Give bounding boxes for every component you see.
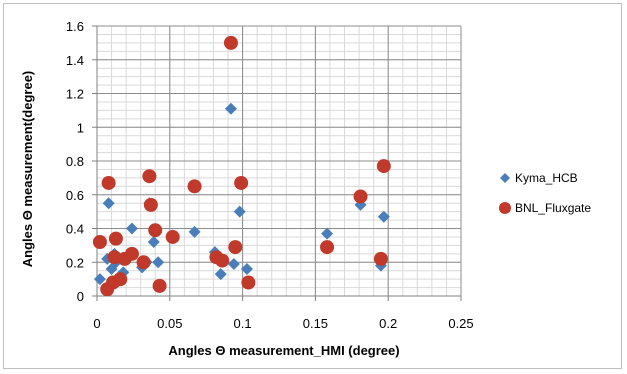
data-point-bnl-fluxgate: [136, 255, 151, 270]
data-point-kyma-hcb: [93, 273, 106, 286]
legend-marker-diamond-icon: [500, 173, 510, 183]
y-tick-label: 1.2: [66, 87, 84, 102]
data-point-bnl-fluxgate: [373, 251, 388, 266]
y-tick-label: 1: [77, 120, 84, 135]
legend-item-kyma: Kyma_HCB: [500, 171, 578, 185]
y-tick-label: 0.4: [66, 222, 84, 237]
data-point-bnl-fluxgate: [113, 272, 128, 287]
legend: Kyma_HCB BNL_Fluxgate: [499, 171, 591, 215]
data-point-bnl-fluxgate: [143, 197, 158, 212]
axis-layer: 0 0.2 0.4 0.6 0.8 1 1.2 1.4 1.6 0 0.05 0.1 0.15 0.2 0.…: [66, 19, 474, 331]
data-point-kyma-hcb: [214, 268, 227, 281]
data-point-bnl-fluxgate: [223, 35, 238, 50]
data-point-bnl-fluxgate: [124, 246, 139, 261]
data-point-bnl-fluxgate: [353, 189, 368, 204]
y-tick-label: 1.4: [66, 53, 84, 68]
data-point-kyma-hcb: [233, 205, 246, 218]
y-tick-label: 1.6: [66, 19, 84, 34]
data-point-bnl-fluxgate: [228, 240, 243, 255]
data-point-bnl-fluxgate: [241, 275, 256, 290]
data-point-kyma-hcb: [188, 225, 201, 238]
data-point-bnl-fluxgate: [108, 231, 123, 246]
x-tick-label: 0.25: [448, 316, 473, 331]
x-tick-label: 0: [93, 316, 100, 331]
legend-label-kyma: Kyma_HCB: [515, 171, 578, 185]
x-tick-label: 0.15: [303, 316, 328, 331]
y-tick-label: 0.6: [66, 188, 84, 203]
y-tick-label: 0: [77, 289, 84, 304]
x-tick-label: 0.05: [157, 316, 182, 331]
data-point-bnl-fluxgate: [215, 253, 230, 268]
data-point-bnl-fluxgate: [187, 179, 202, 194]
data-point-bnl-fluxgate: [376, 159, 391, 174]
data-point-kyma-hcb: [102, 197, 115, 210]
data-point-bnl-fluxgate: [101, 175, 116, 190]
y-tick-label: 0.2: [66, 255, 84, 270]
data-point-bnl-fluxgate: [234, 175, 249, 190]
x-tick-label: 0.2: [379, 316, 397, 331]
legend-marker-circle-icon: [499, 202, 511, 214]
data-point-kyma-hcb: [152, 256, 165, 269]
x-tick-label: 0.1: [234, 316, 252, 331]
data-point-bnl-fluxgate: [142, 169, 157, 184]
y-axis-title: Angles Θ measurement(degree): [20, 71, 35, 268]
data-point-bnl-fluxgate: [165, 229, 180, 244]
data-point-bnl-fluxgate: [148, 223, 163, 238]
legend-label-bnl: BNL_Fluxgate: [515, 201, 591, 215]
grid-layer: [96, 25, 462, 297]
data-point-kyma-hcb: [224, 102, 237, 115]
y-tick-label: 0.8: [66, 154, 84, 169]
data-point-kyma-hcb: [377, 210, 390, 223]
data-point-kyma-hcb: [321, 227, 334, 240]
data-point-bnl-fluxgate: [320, 240, 335, 255]
data-point-bnl-fluxgate: [92, 235, 107, 249]
x-axis-title: Angles Θ measurement_HMI (degree): [168, 343, 399, 358]
data-point-bnl-fluxgate: [152, 278, 167, 293]
data-point-kyma-hcb: [240, 263, 253, 275]
data-point-kyma-hcb: [227, 257, 240, 270]
points-layer: [92, 35, 391, 297]
data-point-kyma-hcb: [125, 222, 138, 235]
data-point-kyma-hcb: [147, 236, 160, 248]
legend-item-bnl: BNL_Fluxgate: [499, 201, 591, 215]
